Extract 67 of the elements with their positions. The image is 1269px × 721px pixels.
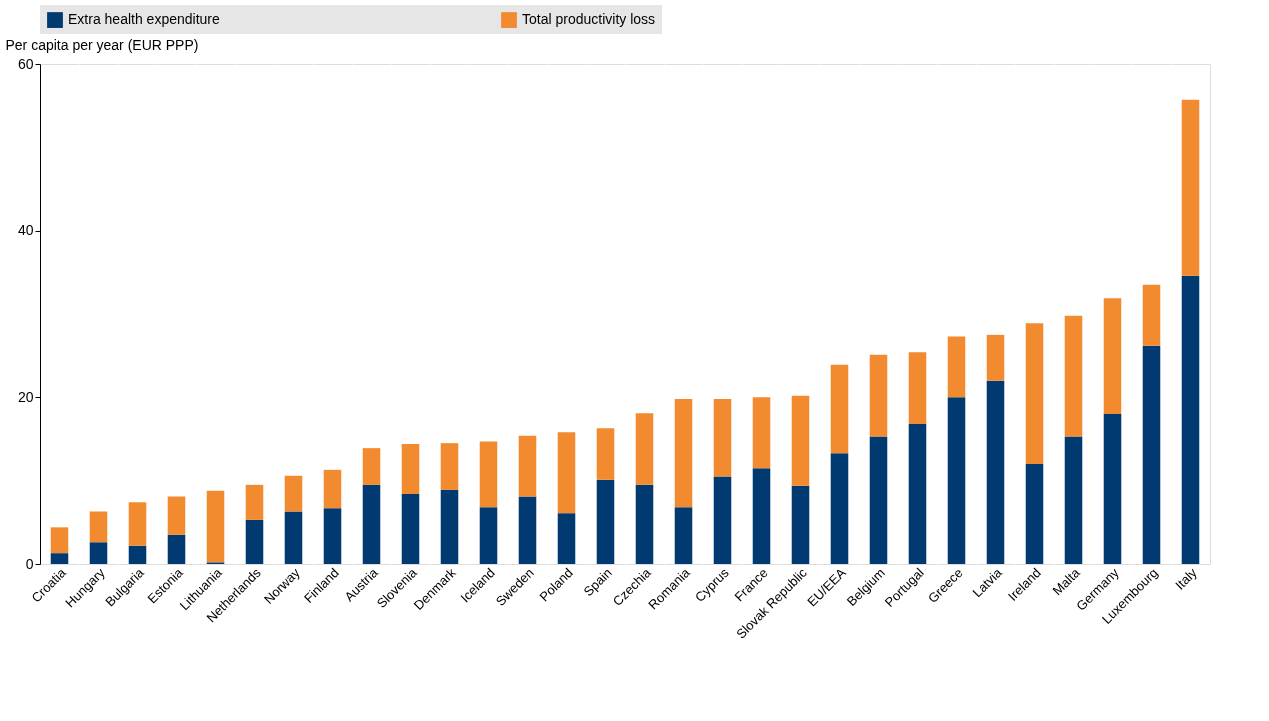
bar (284, 475, 303, 512)
y-tick-label: 40 (17, 222, 34, 239)
bar (50, 527, 69, 554)
y-tick-label: 60 (17, 55, 34, 72)
bar (908, 352, 927, 424)
bar (89, 542, 108, 564)
bar (518, 496, 537, 564)
bar (791, 485, 810, 564)
bar (713, 399, 732, 477)
bar (869, 436, 888, 564)
bar (50, 553, 69, 564)
bar (596, 428, 615, 480)
bar (752, 468, 771, 564)
bar (1103, 414, 1122, 564)
bar (479, 441, 498, 508)
bar (479, 507, 498, 564)
bar (1064, 315, 1083, 437)
bar (557, 432, 576, 514)
bar (557, 513, 576, 564)
bar (869, 354, 888, 437)
bar (1064, 436, 1083, 564)
y-tick-label: 0 (25, 555, 34, 572)
bar (635, 484, 654, 564)
bar (986, 334, 1005, 381)
bar (167, 496, 186, 535)
y-axis-title: Per capita per year (EUR PPP) (5, 36, 199, 53)
bar (401, 444, 420, 494)
bar (1103, 298, 1122, 414)
bar (401, 494, 420, 564)
bar (362, 448, 381, 485)
bar (1142, 284, 1161, 346)
bar (986, 380, 1005, 564)
bar (635, 413, 654, 485)
bar (167, 534, 186, 564)
y-tick-label: 20 (17, 388, 34, 405)
bar (245, 484, 264, 520)
bar (830, 364, 849, 454)
x-tick-label: Italy (1172, 564, 1201, 593)
bar (440, 489, 459, 564)
bar (1142, 345, 1161, 564)
bar (947, 397, 966, 564)
bar (284, 511, 303, 564)
bar (908, 424, 927, 564)
legend-label: Extra health expenditure (68, 11, 220, 28)
bar (947, 336, 966, 398)
bar (128, 502, 147, 546)
bar (596, 479, 615, 564)
bar (791, 395, 810, 486)
bar (323, 469, 342, 509)
bar (362, 484, 381, 564)
bar (89, 511, 108, 543)
bar (830, 453, 849, 564)
legend-label: Total productivity loss (522, 11, 656, 28)
bar (752, 397, 771, 469)
bar (713, 476, 732, 564)
bar (1025, 464, 1044, 564)
bar (674, 399, 693, 508)
bar (1181, 275, 1200, 564)
bar (1181, 99, 1200, 276)
bar (518, 435, 537, 497)
bar (128, 545, 147, 564)
bar (674, 507, 693, 564)
bar (440, 443, 459, 490)
bar (323, 508, 342, 564)
bar (206, 490, 225, 563)
bar (1025, 323, 1044, 464)
bar (245, 519, 264, 564)
